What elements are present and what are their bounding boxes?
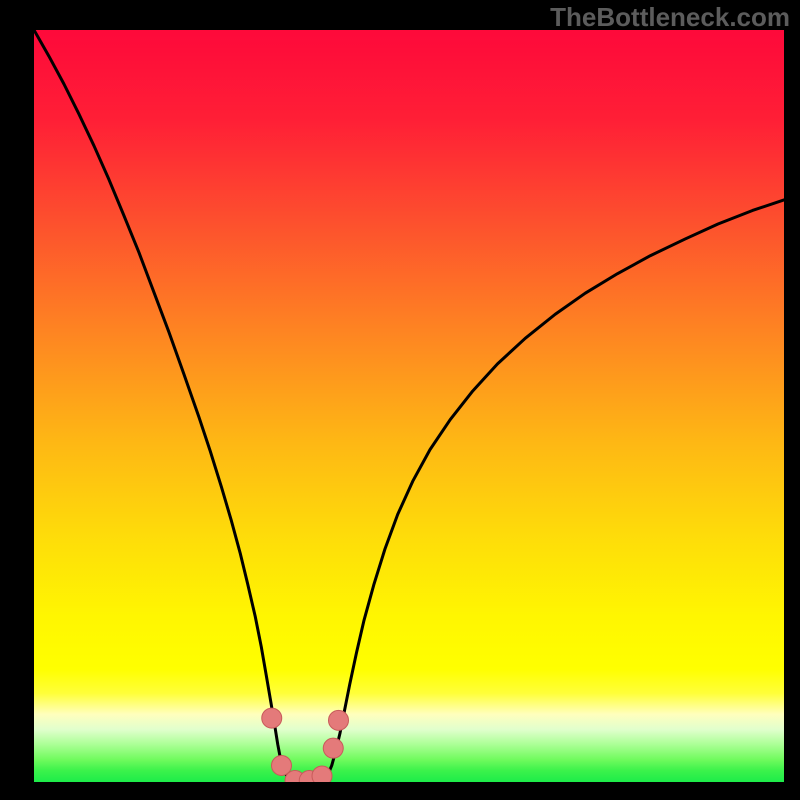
marker-point xyxy=(329,710,349,730)
chart-svg xyxy=(34,30,784,782)
marker-point xyxy=(323,738,343,758)
marker-point xyxy=(262,708,282,728)
chart-frame xyxy=(34,30,784,782)
watermark-text: TheBottleneck.com xyxy=(550,2,790,33)
marker-point xyxy=(312,766,332,782)
